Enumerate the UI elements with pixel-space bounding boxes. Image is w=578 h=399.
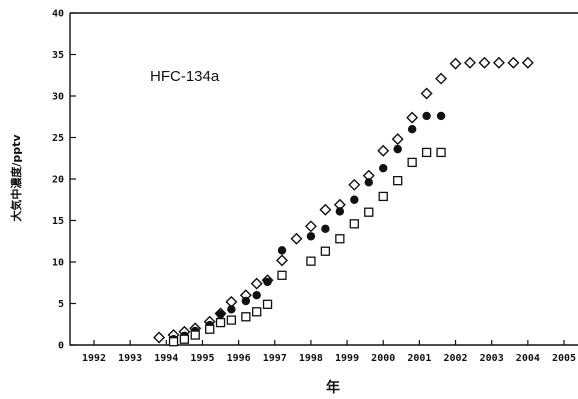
y-tick-label: 40 [52,9,64,20]
diamond-point [521,56,534,69]
diamond-point [464,56,476,69]
circle-point [335,207,345,216]
circle-point [422,111,431,121]
square-point [306,256,316,266]
y-ticks: 0 5 10 15 20 25 30 35 40 [52,9,76,352]
y-tick-label: 35 [52,50,64,61]
square-point [205,324,215,334]
square-point [252,307,262,317]
diamond-point [290,232,303,245]
square-point [168,337,179,347]
chart-annotation: HFC-134a [150,68,220,85]
x-tick-label: 2004 [516,353,540,364]
circle-point [216,310,225,319]
circle-point [364,178,373,187]
square-point [421,147,432,158]
x-tick-label: 1999 [335,353,359,364]
y-axis-title: 大気中濃度/pptv [9,134,23,222]
x-tick-label: 1994 [154,353,178,364]
x-tick-label: 2000 [371,353,395,364]
x-axis-title: 年 [326,379,340,396]
x-tick-label: 2005 [552,353,576,364]
circle-point [393,144,402,154]
diamond-point [449,57,462,70]
x-tick-label: 1997 [263,353,287,364]
circle-point [407,125,417,134]
x-tick-label: 1996 [227,353,251,364]
square-point [262,299,273,309]
circle-point [252,291,261,300]
diamond-point [492,56,505,69]
x-tick-label: 2003 [480,353,504,364]
diamond-point [348,178,361,191]
square-point [241,312,251,322]
circle-point [436,111,446,121]
x-tick-label: 2002 [443,353,467,364]
diamond-point [250,277,263,290]
circle-point [263,277,272,287]
square-point [436,147,446,158]
diamond-point [420,87,433,100]
diamond-point [319,203,332,216]
diamond-point [377,144,390,157]
square-point [320,246,331,256]
square-point [378,191,388,202]
circle-point [241,296,251,306]
diamond-point [507,56,520,69]
x-ticks: 1992 1993 1994 1995 1996 1997 1998 1999 2000 2001… [82,340,576,364]
x-tick-label: 1995 [190,353,214,364]
x-tick-label: 1993 [118,353,142,364]
diamond-point [406,111,419,124]
square-point [179,334,190,344]
square-point [335,234,345,244]
y-tick-label: 20 [52,175,64,186]
y-tick-label: 25 [52,133,64,144]
x-tick-label: 1998 [299,353,323,364]
x-tick-label: 2001 [407,353,431,364]
diamond-point [304,220,317,233]
diamond-point [478,56,491,69]
data-marks [153,56,534,347]
diamond-point [276,254,288,267]
circle-point [277,246,287,255]
y-tick-label: 5 [58,299,64,310]
diamond-point [153,331,166,344]
circle-point [306,232,316,241]
y-tick-label: 30 [52,92,64,103]
square-point [393,176,403,186]
circle-point [321,224,330,233]
circle-point [379,164,388,173]
y-tick-label: 0 [58,341,64,352]
diamond-point [391,133,404,146]
square-point [364,207,374,217]
circle-point [350,195,359,204]
x-tick-label: 1992 [82,353,106,364]
circle-point [227,305,236,314]
square-point [190,330,200,340]
square-point [407,157,417,168]
square-point [277,270,287,280]
square-point [215,317,226,328]
diamond-point [435,72,448,85]
y-tick-label: 10 [52,258,64,269]
y-tick-label: 15 [52,216,64,227]
square-point [226,315,237,325]
square-point [349,219,359,229]
